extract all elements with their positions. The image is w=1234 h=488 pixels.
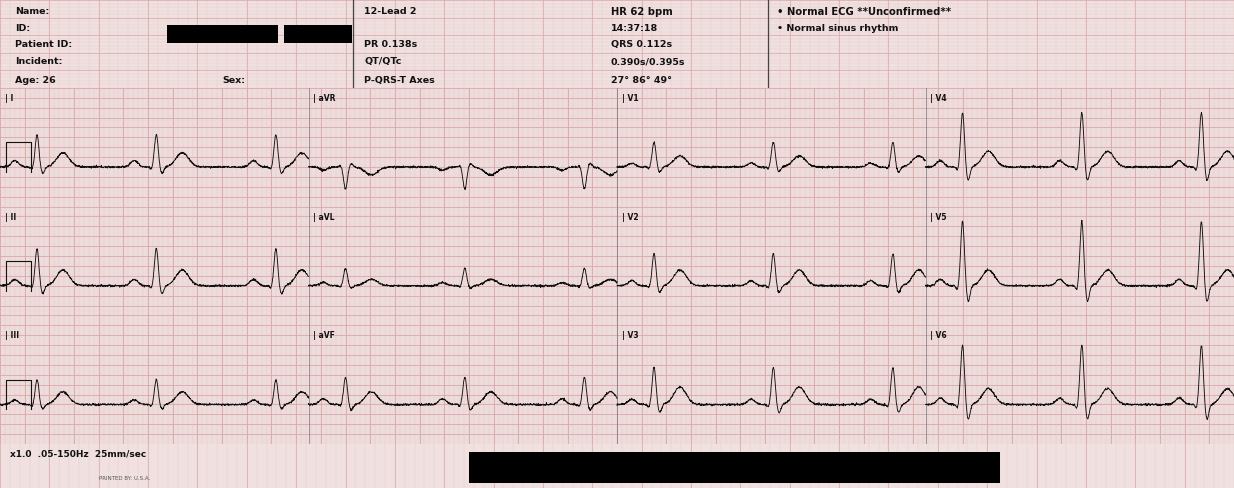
Text: Patient ID:: Patient ID:	[15, 41, 72, 49]
Text: Name:: Name:	[15, 7, 49, 16]
Text: | aVR: | aVR	[313, 94, 336, 103]
Text: QT/QTc: QT/QTc	[364, 57, 401, 66]
Text: | V1: | V1	[622, 94, 638, 103]
Text: PRINTED BY: U.S.A.: PRINTED BY: U.S.A.	[99, 476, 151, 481]
Text: Incident:: Incident:	[15, 57, 62, 66]
Text: | III: | III	[5, 331, 19, 340]
Text: | V3: | V3	[622, 331, 638, 340]
Text: | V4: | V4	[930, 94, 946, 103]
Text: | aVF: | aVF	[313, 331, 336, 340]
Text: | V6: | V6	[930, 331, 946, 340]
Text: | II: | II	[5, 213, 16, 222]
Bar	[469, 452, 1000, 483]
Text: QRS 0.112s: QRS 0.112s	[611, 41, 673, 49]
Text: ID:: ID:	[15, 24, 30, 33]
Bar	[284, 25, 352, 43]
Text: Sex:: Sex:	[222, 76, 246, 84]
Bar	[167, 25, 278, 43]
Text: PR 0.138s: PR 0.138s	[364, 41, 417, 49]
Text: | I: | I	[5, 94, 14, 103]
Text: x1.0  .05-150Hz  25mm/sec: x1.0 .05-150Hz 25mm/sec	[10, 449, 146, 458]
Text: 12-Lead 2: 12-Lead 2	[364, 7, 417, 16]
Text: 0.390s/0.395s: 0.390s/0.395s	[611, 57, 685, 66]
Text: Age: 26: Age: 26	[15, 76, 56, 84]
Text: | V2: | V2	[622, 213, 638, 222]
Text: | V5: | V5	[930, 213, 946, 222]
Text: • Normal ECG **Unconfirmed**: • Normal ECG **Unconfirmed**	[777, 7, 951, 17]
Text: | aVL: | aVL	[313, 213, 334, 222]
Text: 27° 86° 49°: 27° 86° 49°	[611, 76, 671, 84]
Text: P-QRS-T Axes: P-QRS-T Axes	[364, 76, 434, 84]
Text: • Normal sinus rhythm: • Normal sinus rhythm	[777, 24, 898, 33]
Text: 14:37:18: 14:37:18	[611, 24, 658, 33]
Text: HR 62 bpm: HR 62 bpm	[611, 7, 673, 17]
